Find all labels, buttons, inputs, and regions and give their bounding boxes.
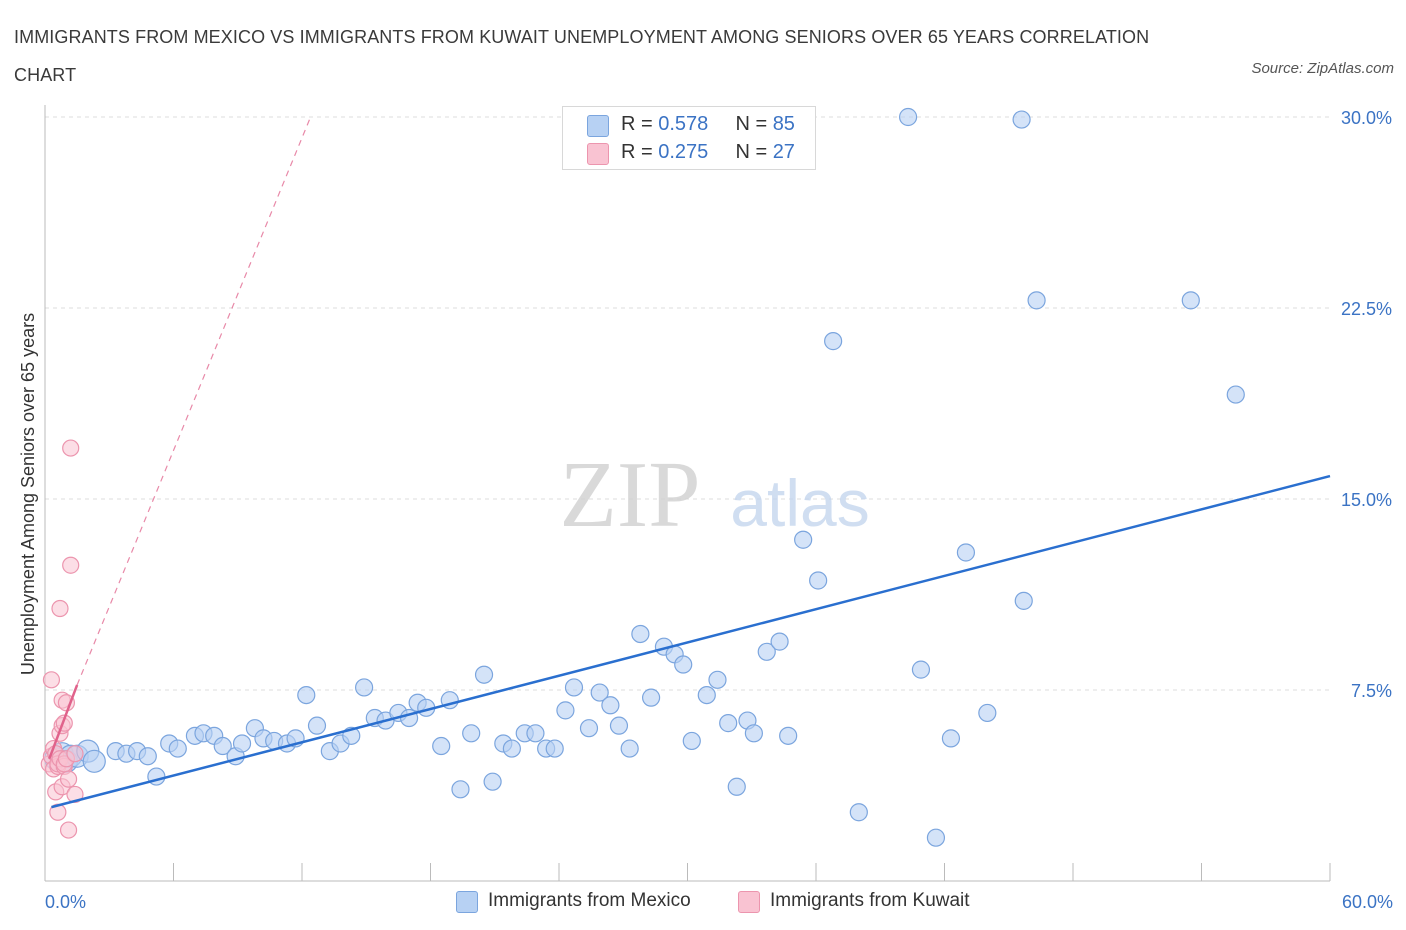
- point-mexico: [898, 107, 918, 127]
- trendline-mexico: [51, 474, 1331, 809]
- chart-title: IMMIGRANTS FROM MEXICO VS IMMIGRANTS FRO…: [14, 27, 1150, 85]
- point-mexico: [232, 734, 252, 753]
- point-kuwait: [62, 556, 80, 574]
- point-mexico: [138, 747, 157, 766]
- point-mexico: [609, 716, 629, 735]
- point-mexico: [744, 724, 763, 743]
- point-kuwait: [59, 821, 78, 839]
- point-mexico: [1027, 291, 1046, 310]
- point-mexico: [674, 655, 693, 674]
- point-mexico: [824, 332, 843, 351]
- point-mexico: [779, 726, 798, 745]
- point-mexico: [1226, 385, 1245, 404]
- point-mexico: [682, 731, 701, 751]
- y-axis-label: Unemployment Among Seniors over 65 years: [18, 313, 38, 675]
- source-credit: Source: ZipAtlas.com: [1251, 60, 1394, 77]
- point-mexico: [978, 703, 997, 723]
- point-mexico: [502, 739, 521, 758]
- y-tick-label: 7.5%: [1351, 681, 1392, 701]
- point-mexico: [545, 739, 564, 758]
- point-kuwait: [62, 439, 80, 457]
- y-tick-label: 22.5%: [1341, 299, 1392, 319]
- grid-layer: [45, 116, 1330, 691]
- point-mexico: [82, 749, 106, 773]
- point-mexico: [956, 543, 976, 562]
- watermark: ZIP atlas: [560, 443, 870, 547]
- point-mexico: [794, 530, 813, 549]
- trendline-kuwait-extended: [76, 116, 312, 686]
- point-mexico: [1012, 110, 1031, 129]
- point-mexico: [620, 739, 639, 758]
- y-tick-label: 15.0%: [1341, 490, 1392, 510]
- point-kuwait: [66, 785, 84, 804]
- legend-r-label-kuwait: R =: [621, 141, 659, 163]
- legend-n-label-mexico: N =: [735, 113, 773, 135]
- point-mexico: [213, 736, 232, 756]
- label-layer: 7.5% 15.0% 22.5% 30.0% 0.0% 60.0%: [45, 108, 1393, 912]
- point-mexico: [451, 780, 470, 799]
- point-mexico: [757, 642, 776, 661]
- legend-r-value-kuwait: 0.275: [658, 141, 709, 163]
- point-kuwait: [51, 599, 69, 618]
- x-tick-label-min: 0.0%: [45, 892, 86, 912]
- trendline-kuwait: [48, 684, 79, 760]
- point-mexico: [719, 714, 738, 733]
- series-kuwait-points: [40, 439, 84, 839]
- legend-r-value-mexico: 0.578: [658, 113, 709, 135]
- point-mexico: [168, 739, 187, 758]
- point-mexico: [770, 632, 789, 651]
- point-mexico: [849, 803, 868, 822]
- bottom-legend-label-kuwait: Immigrants from Kuwait: [770, 890, 970, 911]
- point-mexico: [432, 736, 451, 756]
- point-mexico: [1181, 291, 1200, 310]
- point-mexico: [941, 729, 961, 748]
- point-mexico: [911, 660, 931, 679]
- point-mexico: [579, 719, 599, 738]
- y-tick-label: 30.0%: [1341, 108, 1392, 128]
- series-mexico-points: [44, 107, 1245, 847]
- point-mexico: [926, 828, 946, 847]
- bottom-legend-swatch-kuwait: [738, 891, 760, 913]
- point-mexico: [631, 624, 650, 644]
- stats-legend: R = 0.578 N = 85 R = 0.275 N = 27: [562, 106, 816, 170]
- point-mexico: [590, 683, 609, 702]
- legend-r-label-mexico: R =: [621, 113, 659, 135]
- point-mexico: [462, 724, 481, 743]
- legend-swatch-kuwait: [587, 143, 609, 165]
- point-mexico: [307, 716, 327, 735]
- legend-n-value-mexico: 85: [772, 113, 795, 135]
- x-tick-label-max: 60.0%: [1342, 892, 1393, 912]
- legend-n-label-kuwait: N =: [735, 141, 773, 163]
- watermark-zip: ZIP: [560, 443, 701, 547]
- point-mexico: [564, 678, 584, 697]
- point-mexico: [697, 685, 716, 705]
- point-kuwait: [66, 745, 84, 763]
- trend-layer: [48, 116, 1331, 809]
- point-mexico: [526, 724, 545, 743]
- point-mexico: [708, 670, 727, 689]
- point-mexico: [474, 665, 494, 684]
- point-mexico: [297, 685, 316, 705]
- point-mexico: [483, 772, 502, 791]
- point-mexico: [1014, 591, 1033, 610]
- legend-swatch-mexico: [587, 115, 609, 137]
- point-kuwait: [42, 671, 61, 689]
- point-kuwait: [59, 770, 78, 788]
- point-mexico: [355, 678, 374, 697]
- point-mexico: [641, 688, 661, 707]
- point-mexico: [809, 571, 828, 590]
- point-mexico: [727, 777, 746, 796]
- watermark-atlas: atlas: [730, 466, 869, 540]
- legend-n-value-kuwait: 27: [772, 141, 795, 163]
- point-mexico: [556, 701, 575, 720]
- point-mexico: [601, 696, 620, 715]
- bottom-legend-label-mexico: Immigrants from Mexico: [488, 890, 691, 911]
- bottom-legend-swatch-mexico: [456, 891, 478, 913]
